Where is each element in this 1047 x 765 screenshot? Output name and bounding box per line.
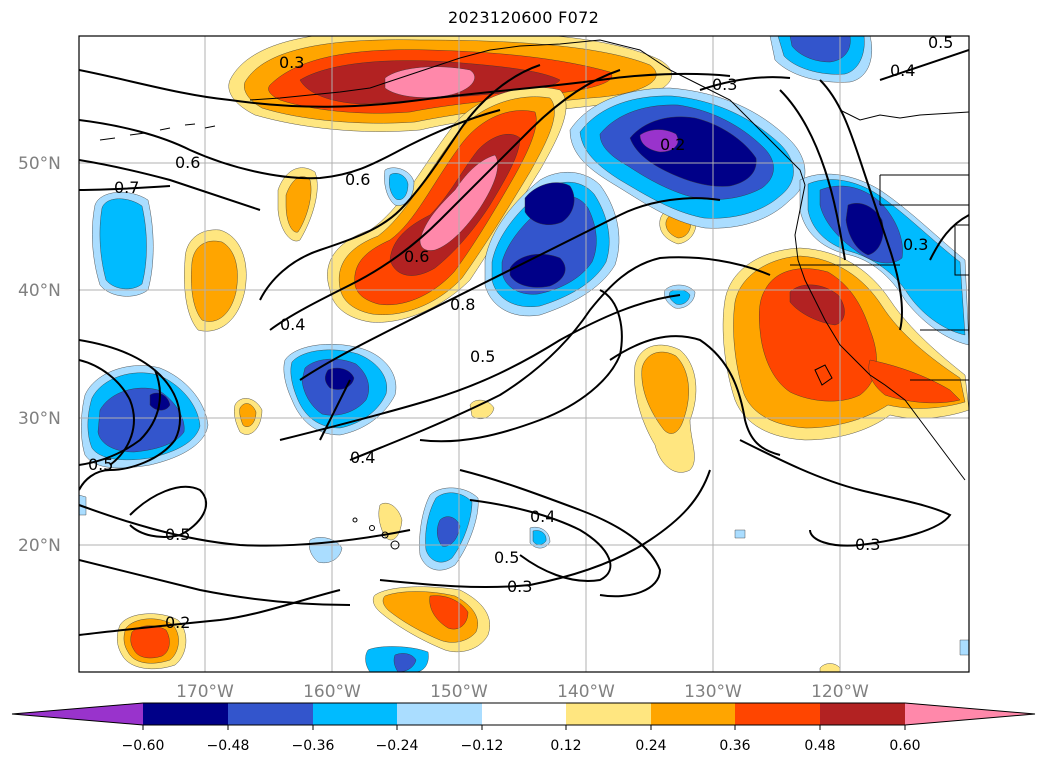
graticule: [79, 36, 969, 672]
colorbar-extend-right: [905, 703, 1035, 725]
colorbar-segment: [397, 703, 482, 725]
colorbar-tick-label: 0.60: [889, 738, 920, 754]
colorbar-segment: [482, 703, 566, 725]
colorbar-ticks: [142, 725, 906, 730]
coastlines: [99, 39, 969, 550]
colorbar-tick-label: 0.48: [804, 738, 835, 754]
positive-feature-small: [117, 167, 841, 672]
contour-label: 0.5: [494, 548, 519, 567]
map-frame: [78, 35, 970, 673]
contour-label: 0.6: [175, 153, 200, 172]
negative-feature-west: [81, 192, 397, 469]
latitude-labels: 50°N 40°N 30°N 20°N: [18, 154, 61, 556]
colorbar-extend-left: [12, 703, 143, 725]
colorbar-segment: [651, 703, 735, 725]
colorbar-tick-label: 0.36: [719, 738, 750, 754]
contour-label: 0.4: [890, 61, 915, 80]
contour-label: 0.5: [928, 33, 953, 52]
filled-anomaly-layer: [79, 36, 969, 672]
contour-label: 0.3: [279, 53, 304, 72]
lat-label: 40°N: [18, 281, 61, 301]
lon-label: 160°W: [303, 682, 361, 702]
colorbar-segment: [566, 703, 651, 725]
contour-label: 0.5: [165, 525, 190, 544]
contour-label: 0.5: [470, 347, 495, 366]
colorbar-segment: [143, 703, 228, 725]
colorbar-segment: [820, 703, 905, 725]
colorbar-segment: [313, 703, 397, 725]
contour-lines: [79, 49, 969, 636]
contour-label: 0.4: [280, 315, 305, 334]
contour-label: 0.3: [903, 235, 928, 254]
lon-label: 140°W: [557, 682, 615, 702]
contour-label: 0.3: [712, 75, 737, 94]
colorbar-tick-label: −0.60: [122, 738, 165, 754]
lon-label: 120°W: [811, 682, 869, 702]
longitude-labels: 170°W 160°W 150°W 140°W 130°W 120°W: [176, 682, 869, 702]
contour-label: 0.4: [350, 448, 375, 467]
colorbar-tick-label: −0.36: [292, 738, 335, 754]
map-title: 2023120600 F072: [447, 8, 600, 27]
contour-label-group: 0.3 0.3 0.4 0.5 0.6 0.7 0.6 0.6 0.8 0.4 …: [88, 33, 953, 632]
negative-feature-northeast: [769, 36, 969, 346]
lon-label: 150°W: [430, 682, 488, 702]
positive-feature-california: [722, 247, 969, 441]
colorbar-tick-label: 0.12: [550, 738, 581, 754]
colorbar-tick-label: −0.12: [461, 738, 504, 754]
contour-label: 0.8: [450, 295, 475, 314]
contour-label: 0.4: [530, 507, 555, 526]
contour-label: 0.3: [855, 535, 880, 554]
colorbar-tick-label: −0.24: [376, 738, 419, 754]
lon-label: 130°W: [684, 682, 742, 702]
contour-label: 0.2: [660, 135, 685, 154]
colorbar-segment: [735, 703, 820, 725]
lat-label: 30°N: [18, 409, 61, 429]
contour-label: 0.6: [404, 247, 429, 266]
colorbar-segment: [228, 703, 313, 725]
colorbar: −0.60 −0.48 −0.36 −0.24 −0.12 0.12 0.24 …: [11, 702, 1036, 754]
negative-feature-small: [79, 167, 969, 672]
contour-label: 0.3: [507, 577, 532, 596]
colorbar-tick-label: −0.48: [207, 738, 250, 754]
colorbar-tick-label: 0.24: [635, 738, 666, 754]
contour-label: 0.7: [114, 178, 139, 197]
lon-label: 170°W: [176, 682, 234, 702]
lat-label: 20°N: [18, 536, 61, 556]
contour-label: 0.5: [88, 455, 113, 474]
contour-label: 0.2: [165, 613, 190, 632]
lat-label: 50°N: [18, 154, 61, 174]
contour-label: 0.6: [345, 170, 370, 189]
